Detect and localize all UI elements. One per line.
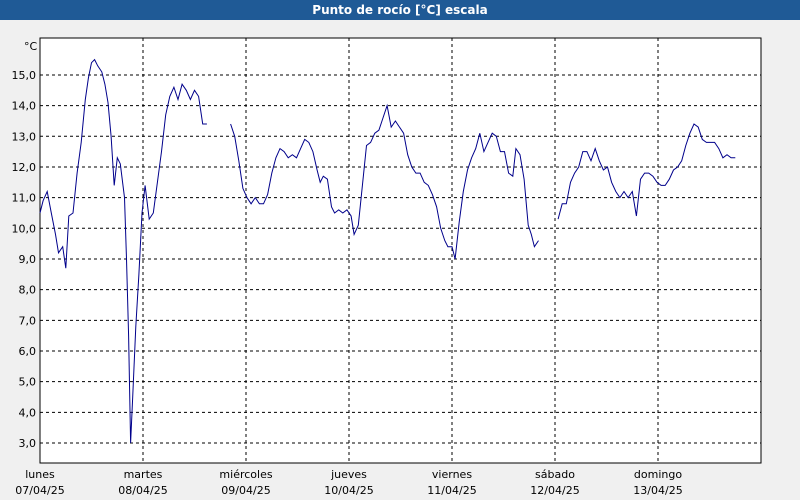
x-tick-day: sábado [535, 468, 575, 481]
x-tick-day: lunes [25, 468, 55, 481]
x-tick-date: 13/04/25 [633, 484, 682, 497]
y-tick-label: 7,0 [19, 314, 37, 327]
y-tick-label: 5,0 [19, 376, 37, 389]
y-tick-label: 14,0 [12, 100, 37, 113]
y-tick-label: 13,0 [12, 130, 37, 143]
series-lines [39, 58, 736, 444]
y-tick-label: 4,0 [19, 406, 37, 419]
x-tick-date: 11/04/25 [427, 484, 476, 497]
y-unit-label: °C [24, 40, 38, 53]
x-tick-date: 12/04/25 [530, 484, 579, 497]
y-axis: 3,0 4,0 5,0 6,0 7,0 8,0 9,0 10,0 11,0 12,0 13,0 14,… [12, 69, 37, 450]
y-tick-label: 9,0 [19, 253, 37, 266]
series-line-segment [39, 58, 207, 444]
x-tick-day: viernes [432, 468, 472, 481]
chart-title: Punto de rocío [°C] escala [0, 0, 800, 20]
x-tick-day: martes [124, 468, 163, 481]
x-tick-date: 09/04/25 [221, 484, 270, 497]
y-tick-label: 8,0 [19, 284, 37, 297]
grid [40, 38, 761, 463]
plot-area [39, 37, 762, 464]
y-tick-label: 11,0 [12, 192, 37, 205]
series-line-segment [557, 123, 736, 220]
y-tick-label: 10,0 [12, 222, 37, 235]
x-tick-date: 08/04/25 [118, 484, 167, 497]
y-tick-label: 15,0 [12, 69, 37, 82]
y-tick-label: 3,0 [19, 437, 37, 450]
y-tick-label: 6,0 [19, 345, 37, 358]
x-tick-day: domingo [634, 468, 682, 481]
y-tick-label: 12,0 [12, 161, 37, 174]
x-tick-day: jueves [330, 468, 367, 481]
x-axis: lunes 07/04/25 martes 08/04/25 miércoles 09/0… [15, 468, 682, 497]
x-tick-day: miércoles [219, 468, 272, 481]
series-line-segment [230, 103, 539, 260]
x-tick-date: 07/04/25 [15, 484, 64, 497]
x-tick-date: 10/04/25 [324, 484, 373, 497]
